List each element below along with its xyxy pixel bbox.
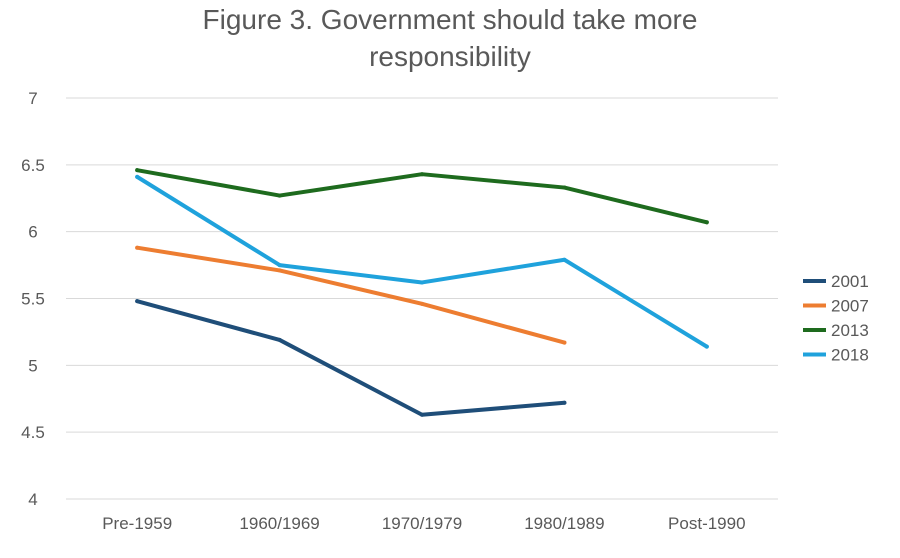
x-tick-label: Pre-1959	[102, 514, 172, 533]
data-point-2013-2	[420, 172, 424, 177]
data-point-2001-1	[277, 337, 282, 342]
y-axis-ticks: 4 4.5 5 5.5 6 6.5 7	[21, 89, 45, 509]
legend: 2001 2007 2013 2018	[803, 272, 869, 365]
y-tick-label: 5.5	[21, 290, 45, 309]
series-line-2001	[135, 299, 567, 417]
series-lines	[135, 168, 709, 417]
series-line-2007	[135, 245, 567, 345]
x-tick-label: 1970/1979	[382, 514, 462, 533]
y-tick-label: 7	[28, 89, 37, 108]
x-tick-label: 1980/1989	[524, 514, 604, 533]
chart-title-line-1: Figure 3. Government should take more	[203, 4, 698, 35]
data-point-2018-1	[277, 263, 282, 268]
data-point-2013-3	[562, 185, 567, 190]
legend-label-2013: 2013	[831, 321, 869, 340]
x-tick-label: 1960/1969	[239, 514, 319, 533]
y-tick-label: 6	[28, 223, 37, 242]
data-point-2013-0	[135, 168, 140, 173]
y-tick-label: 5	[28, 356, 37, 375]
data-point-2001-3	[562, 400, 567, 405]
data-point-2007-2	[420, 301, 424, 306]
y-tick-label: 4	[28, 490, 37, 509]
y-tick-label: 4.5	[21, 423, 45, 442]
y-tick-label: 6.5	[21, 156, 45, 175]
data-point-2013-4	[704, 220, 709, 225]
data-point-2007-3	[562, 340, 567, 345]
x-axis-ticks: Pre-1959 1960/1969 1970/1979 1980/1989 Post-…	[102, 514, 745, 533]
legend-label-2007: 2007	[831, 297, 869, 316]
legend-label-2018: 2018	[831, 346, 869, 365]
data-point-2018-4	[704, 344, 709, 349]
data-point-2018-0	[135, 174, 140, 179]
series-line-2013	[135, 168, 709, 225]
x-tick-label: Post-1990	[668, 514, 746, 533]
data-point-2018-3	[562, 257, 567, 262]
data-point-2013-1	[277, 193, 282, 198]
data-point-2018-2	[420, 280, 424, 285]
chart-title-line-2: responsibility	[369, 41, 531, 72]
gridlines	[66, 97, 778, 500]
data-point-2007-0	[135, 245, 140, 250]
data-point-2007-1	[277, 268, 282, 273]
data-point-2001-0	[135, 299, 140, 304]
data-point-2001-2	[420, 412, 424, 417]
legend-label-2001: 2001	[831, 272, 869, 291]
